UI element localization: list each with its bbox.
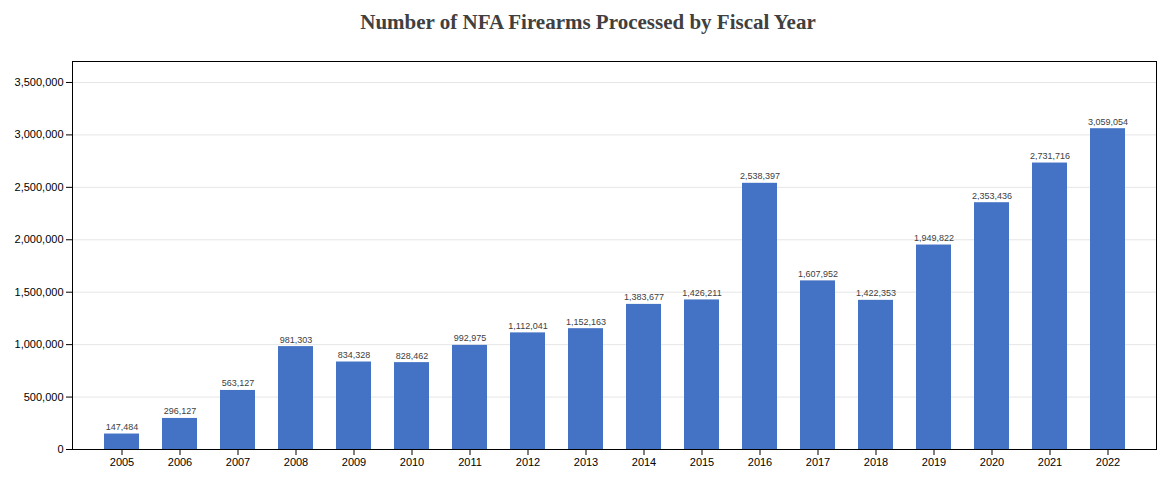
svg-text:828,462: 828,462 — [396, 351, 429, 361]
svg-text:3,059,054: 3,059,054 — [1088, 117, 1128, 127]
svg-text:2011: 2011 — [458, 456, 482, 468]
svg-text:0: 0 — [57, 443, 63, 455]
svg-text:1,152,163: 1,152,163 — [566, 317, 606, 327]
svg-text:296,127: 296,127 — [164, 406, 197, 416]
svg-text:2010: 2010 — [400, 456, 424, 468]
svg-text:2,538,397: 2,538,397 — [740, 171, 780, 181]
svg-text:2007: 2007 — [226, 456, 250, 468]
svg-text:2015: 2015 — [690, 456, 714, 468]
svg-text:2016: 2016 — [748, 456, 772, 468]
svg-text:2013: 2013 — [574, 456, 598, 468]
html-text:Number of NFA Firearms Process: Number of NFA Firearms Processed by Fisc… — [360, 10, 816, 34]
svg-text:2014: 2014 — [632, 456, 656, 468]
svg-text:2,000,000: 2,000,000 — [15, 233, 64, 245]
svg-text:2,731,716: 2,731,716 — [1030, 151, 1070, 161]
svg-text:500,000: 500,000 — [24, 391, 64, 403]
svg-text:1,112,041: 1,112,041 — [508, 321, 547, 331]
svg-text:2009: 2009 — [342, 456, 366, 468]
svg-text:2008: 2008 — [284, 456, 308, 468]
svg-text:2,500,000: 2,500,000 — [15, 181, 64, 193]
svg-text:2006: 2006 — [168, 456, 192, 468]
svg-text:1,500,000: 1,500,000 — [15, 286, 64, 298]
svg-text:2017: 2017 — [806, 456, 830, 468]
svg-text:3,000,000: 3,000,000 — [15, 128, 64, 140]
svg-text:2022: 2022 — [1096, 456, 1120, 468]
svg-text:834,328: 834,328 — [338, 350, 371, 360]
svg-text:1,949,822: 1,949,822 — [914, 233, 954, 243]
svg-text:2012: 2012 — [516, 456, 540, 468]
svg-text:1,000,000: 1,000,000 — [15, 338, 64, 350]
svg-text:1,422,353: 1,422,353 — [856, 288, 896, 298]
svg-text:2021: 2021 — [1038, 456, 1062, 468]
svg-text:147,484: 147,484 — [106, 422, 139, 432]
svg-text:3,500,000: 3,500,000 — [15, 76, 64, 88]
svg-text:1,383,677: 1,383,677 — [624, 292, 664, 302]
svg-text:2005: 2005 — [110, 456, 134, 468]
svg-text:2,353,436: 2,353,436 — [972, 191, 1012, 201]
svg-text:1,426,211: 1,426,211 — [682, 288, 721, 298]
svg-text:2020: 2020 — [980, 456, 1004, 468]
svg-text:2019: 2019 — [922, 456, 946, 468]
svg-text:992,975: 992,975 — [454, 333, 487, 343]
svg-text:981,303: 981,303 — [280, 335, 313, 345]
svg-text:1,607,952: 1,607,952 — [798, 269, 838, 279]
svg-text:563,127: 563,127 — [222, 378, 255, 388]
svg-text:2018: 2018 — [864, 456, 888, 468]
